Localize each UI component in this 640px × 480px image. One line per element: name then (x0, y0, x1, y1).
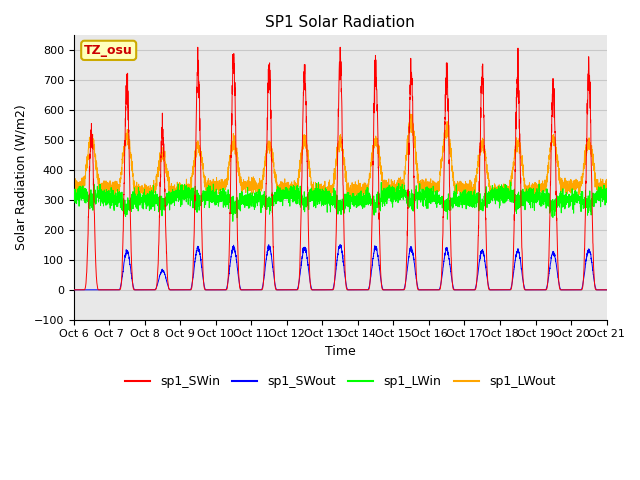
Title: SP1 Solar Radiation: SP1 Solar Radiation (265, 15, 415, 30)
Y-axis label: Solar Radiation (W/m2): Solar Radiation (W/m2) (15, 105, 28, 251)
X-axis label: Time: Time (324, 345, 355, 358)
Legend: sp1_SWin, sp1_SWout, sp1_LWin, sp1_LWout: sp1_SWin, sp1_SWout, sp1_LWin, sp1_LWout (120, 370, 560, 393)
Text: TZ_osu: TZ_osu (84, 44, 133, 57)
